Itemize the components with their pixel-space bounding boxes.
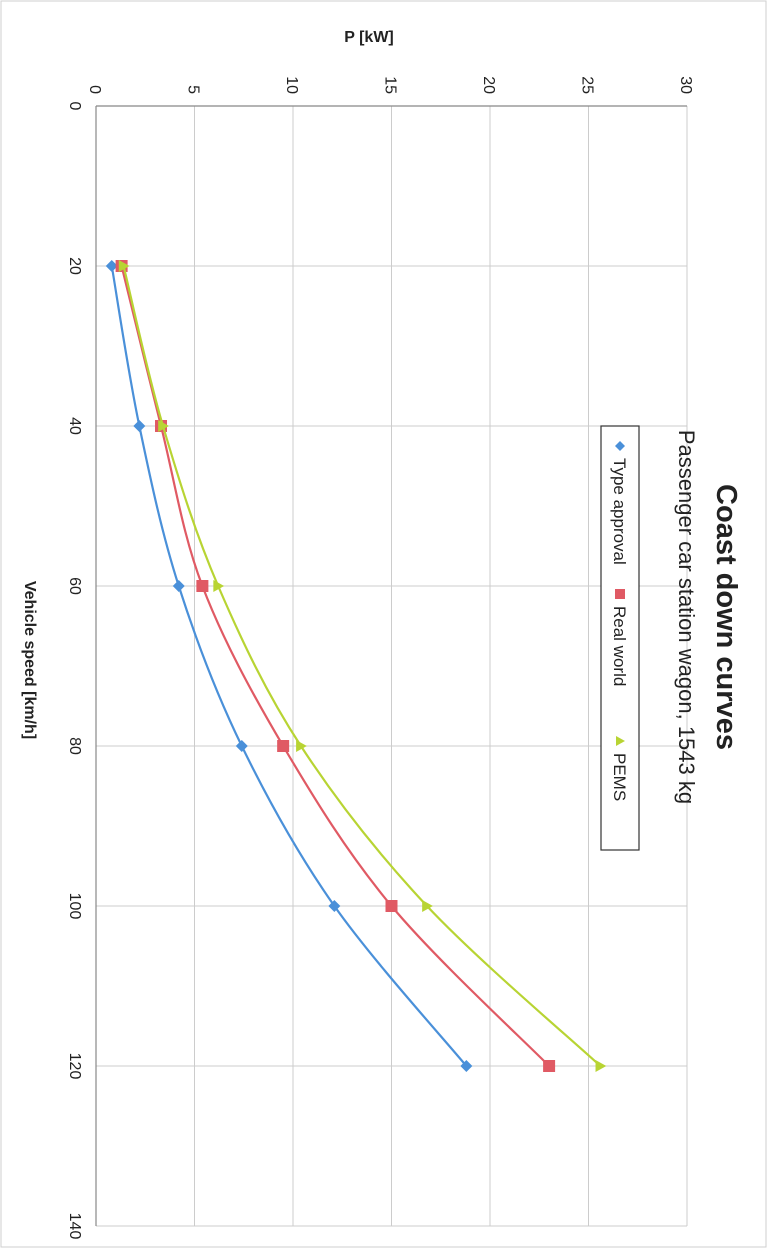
diamond-marker	[615, 441, 625, 451]
square-marker	[385, 900, 398, 912]
y-tick-label: 30	[677, 76, 694, 94]
y-axis-label: P [kW]	[344, 29, 393, 46]
diamond-marker	[460, 1060, 473, 1072]
x-tick-label: 100	[66, 893, 83, 920]
x-tick-label: 20	[66, 257, 83, 275]
triangle-marker	[616, 736, 625, 746]
square-marker	[543, 1060, 556, 1072]
diamond-marker	[235, 740, 248, 752]
square-marker	[615, 589, 625, 599]
series-type-approval	[105, 260, 473, 1072]
legend-label: PEMS	[610, 753, 629, 801]
series-line	[122, 265, 602, 1067]
y-tick-label: 15	[382, 76, 399, 94]
diamond-marker	[133, 420, 146, 432]
y-tick-label: 0	[86, 85, 103, 94]
triangle-marker	[118, 260, 130, 272]
legend-item: Real world	[610, 589, 629, 686]
y-tick-label: 5	[185, 85, 202, 94]
triangle-marker	[595, 1060, 607, 1072]
diamond-marker	[105, 260, 118, 272]
x-tick-label: 120	[66, 1053, 83, 1080]
square-marker	[277, 740, 290, 752]
x-tick-label: 40	[66, 417, 83, 435]
x-tick-label: 80	[66, 737, 83, 755]
chart-title: Coast down curves	[710, 484, 742, 750]
legend-item: Type approval	[610, 441, 629, 565]
chart-subtitle: Passenger car station wagon, 1543 kg	[674, 430, 699, 804]
series-pems	[118, 260, 607, 1072]
legend-item: PEMS	[610, 736, 629, 801]
x-axis-label: Vehicle speed [km/h]	[21, 581, 38, 739]
triangle-marker	[296, 740, 307, 752]
triangle-marker	[422, 900, 433, 912]
triangle-marker	[158, 420, 169, 432]
y-tick-label: 20	[480, 76, 497, 94]
legend-label: Real world	[610, 606, 629, 686]
y-tick-label: 10	[283, 76, 300, 94]
series-line	[110, 265, 468, 1067]
grid	[95, 105, 688, 1227]
square-marker	[196, 580, 209, 592]
legend-box	[600, 425, 640, 851]
axes	[95, 105, 687, 1226]
diamond-marker	[172, 580, 185, 592]
series-line	[120, 265, 550, 1067]
series-group	[105, 260, 607, 1072]
tick-labels: 0 20 40 60 80 100 120 140 0 5 10 15 20 25 30	[66, 76, 694, 1239]
x-tick-label: 0	[66, 102, 83, 111]
x-tick-label: 140	[66, 1213, 83, 1240]
series-real-world	[115, 260, 556, 1072]
y-tick-label: 25	[579, 76, 596, 94]
diamond-marker	[328, 900, 341, 912]
legend-label: Type approval	[610, 458, 629, 565]
triangle-marker	[213, 580, 225, 592]
legend: Type approval Real world PEMS	[600, 425, 640, 851]
x-tick-label: 60	[66, 577, 83, 595]
